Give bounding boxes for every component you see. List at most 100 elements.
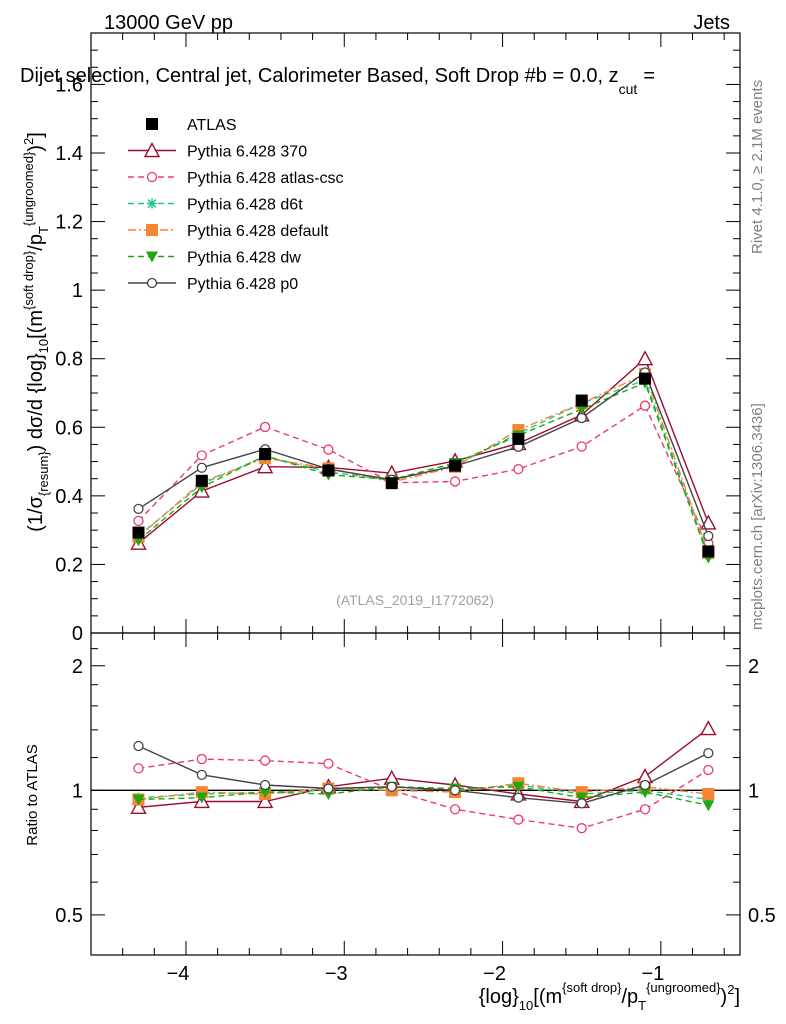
analysis-ref: (ATLAS_2019_I1772062): [336, 592, 494, 608]
main-series: [133, 367, 714, 542]
y-tick-label-main: 0.2: [55, 554, 83, 576]
marker-triangle-down: [195, 792, 208, 804]
marker-triangle: [256, 792, 274, 809]
marker-circle: [133, 763, 144, 774]
marker-triangle: [636, 350, 654, 366]
marker-triangle-down: [575, 404, 588, 416]
legend-entry: Pythia 6.428 p0: [128, 276, 298, 293]
plot-title-main: Dijet selection, Central jet, Calorimete…: [20, 65, 619, 87]
y-tick-label-ratio: 2: [72, 656, 83, 678]
y-tick-label-main: 1.4: [55, 143, 83, 165]
marker-circle: [196, 462, 207, 473]
main-series: [132, 377, 715, 564]
marker-circle: [323, 758, 334, 769]
x-tick-label: −4: [167, 963, 190, 985]
marker-circle: [196, 450, 207, 461]
legend-label: Pythia 6.428 dw: [187, 250, 301, 267]
marker-circle: [576, 441, 587, 452]
marker-circle: [259, 421, 271, 433]
marker-square: [449, 459, 462, 472]
ratio-series-layer: [130, 720, 717, 834]
y-tick-label-main: 0: [72, 623, 83, 645]
marker-circle: [146, 277, 158, 289]
marker-star: [147, 198, 157, 209]
marker-circle: [703, 764, 714, 776]
marker-circle: [449, 785, 461, 796]
plot-title: Dijet selection, Central jet, Calorimete…: [20, 65, 655, 97]
marker-circle: [386, 781, 397, 792]
xlabel: {log}10[(m{soft drop}/pT{ungroomed})2]: [479, 980, 740, 1013]
marker-triangle-down: [259, 787, 272, 799]
y-tick-label-ratio-right: 1: [748, 780, 759, 802]
marker-triangle-down: [512, 781, 525, 793]
x-tick-label: −2: [483, 963, 506, 985]
marker-square: [639, 372, 652, 385]
main-series: [132, 368, 715, 560]
marker-triangle-down: [146, 251, 158, 263]
marker-circle: [513, 792, 524, 803]
legend-entry: Pythia 6.428 dw: [128, 250, 301, 267]
marker-circle: [639, 400, 651, 411]
marker-circle: [146, 171, 158, 183]
main-data-series: [132, 372, 715, 558]
y-tick-label-main: 0.8: [55, 349, 83, 371]
process-label: Jets: [693, 12, 730, 34]
y-tick-label-ratio-right: 0.5: [748, 905, 776, 927]
ratio-line: [138, 758, 709, 829]
marker-square: [195, 474, 208, 487]
legend-label: Pythia 6.428 d6t: [187, 197, 303, 214]
marker-square: [385, 477, 398, 490]
marker-circle: [513, 814, 524, 825]
ratio-series: [133, 740, 714, 809]
main-series: [133, 400, 714, 549]
ratio-line: [138, 745, 709, 805]
marker-square: [132, 526, 145, 539]
main-line: [137, 404, 709, 544]
legend-entry: Pythia 6.428 atlas-csc: [128, 170, 344, 187]
marker-square: [259, 448, 272, 461]
legend-label: ATLAS: [187, 117, 237, 134]
marker-circle: [513, 463, 524, 475]
x-tick-label: −3: [325, 963, 348, 985]
marker-circle: [133, 515, 144, 527]
legend-label: Pythia 6.428 default: [187, 223, 329, 240]
marker-circle: [639, 779, 651, 791]
y-tick-label-main: 0.6: [55, 417, 83, 439]
energy-label: 13000 GeV pp: [104, 12, 233, 34]
plot-title-sub: cut: [619, 81, 638, 97]
x-tick-label: −1: [641, 963, 664, 985]
marker-circle: [576, 823, 587, 834]
marker-triangle-down: [702, 800, 715, 812]
legend: ATLAS Pythia 6.428 370 Pythia 6.428 atlas-…: [128, 117, 344, 293]
marker-square: [322, 464, 335, 477]
ratio-line: [138, 782, 709, 801]
mcplots-label: mcplots.cern.ch [arXiv:1306.3436]: [749, 403, 766, 630]
marker-circle: [576, 412, 587, 424]
main-line: [138, 371, 709, 537]
main-series: [130, 350, 717, 550]
y-tick-label-ratio: 0.5: [55, 905, 83, 927]
marker-triangle: [700, 720, 717, 736]
ratio-ylabel: Ratio to ATLAS: [24, 744, 41, 845]
marker-circle: [449, 476, 461, 487]
marker-square: [146, 118, 158, 130]
y-tick-label-main: 1.2: [55, 212, 83, 234]
marker-circle: [703, 530, 714, 542]
marker-circle: [639, 804, 651, 815]
main-ylabel-text: (1/σ{resum}) dσ/d {log}10[(m{soft drop}/…: [21, 132, 51, 532]
marker-square: [702, 545, 715, 558]
marker-circle: [323, 783, 334, 794]
marker-circle: [323, 444, 334, 455]
marker-circle: [703, 747, 714, 759]
legend-entry: ATLAS: [146, 117, 237, 134]
marker-circle: [449, 804, 461, 815]
main-line: [138, 357, 709, 544]
marker-triangle-down: [639, 787, 652, 799]
y-tick-label-ratio-right: 2: [748, 656, 759, 678]
legend-entry: Pythia 6.428 default: [128, 223, 329, 240]
rivet-label: Rivet 4.1.0, ≥ 2.1M events: [749, 80, 766, 254]
marker-square: [146, 224, 158, 236]
legend-entry: Pythia 6.428 d6t: [128, 197, 303, 214]
ratio-frame: [90, 632, 741, 956]
